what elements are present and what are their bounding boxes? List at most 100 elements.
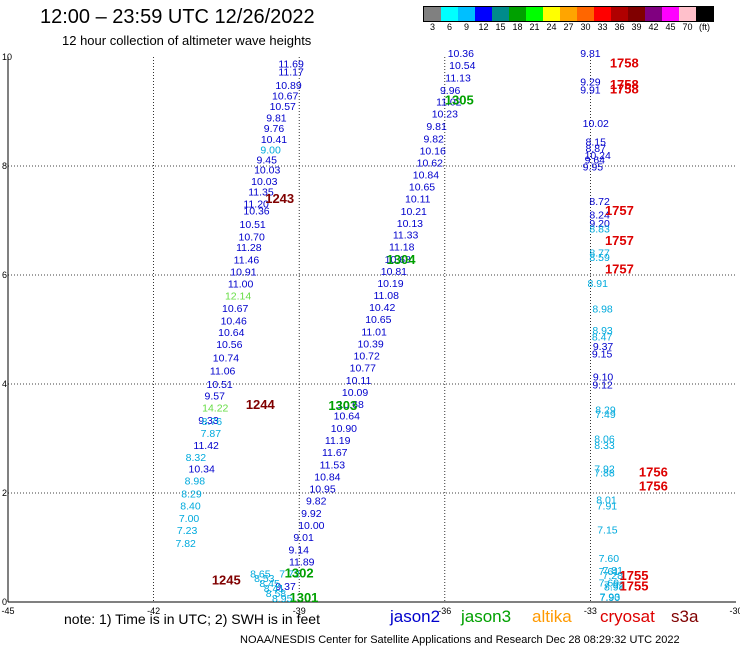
swh-value-label: 9.57: [205, 390, 226, 402]
swh-value-label: 8.41: [264, 583, 285, 595]
swh-value-label: 8.29: [181, 488, 202, 500]
colorbar-label: 24: [546, 22, 557, 32]
colorbar-label: (ft): [699, 22, 710, 32]
pass-time-label: 1304: [387, 252, 417, 267]
pass-time-label: 1756: [639, 465, 668, 480]
swh-value-label: 8.33: [594, 440, 615, 452]
swh-value-label: 10.24: [585, 150, 611, 162]
colorbar-label: 6: [446, 22, 453, 32]
swh-value-label: 7.69: [599, 578, 620, 590]
colorbar-swatch: [628, 7, 645, 21]
swh-value-label: 11.28: [236, 242, 262, 254]
swh-value-label: 10.13: [397, 218, 423, 230]
swh-value-label: 9.00: [260, 144, 281, 156]
colorbar-swatch: [645, 7, 662, 21]
swh-value-label: 8.59: [589, 252, 610, 264]
pass-time-label: 1244: [246, 397, 276, 412]
pass-time-label: 1301: [289, 590, 318, 605]
swh-value-label: 11.69: [278, 58, 304, 70]
colorbar-label: 12: [478, 22, 489, 32]
swh-value-label: 8.65: [250, 568, 271, 580]
pass-time-label: 1303: [328, 398, 357, 413]
swh-value-label: 9.01: [293, 532, 314, 544]
y-tick-label: 4: [2, 379, 7, 389]
colorbar-label: 30: [580, 22, 591, 32]
swh-value-label: 8.45: [259, 578, 280, 590]
swh-value-label: 8.98: [592, 304, 613, 316]
swh-value-label: 8.53: [254, 573, 275, 585]
swh-value-label: 14.22: [202, 402, 228, 414]
swh-value-label: 8.98: [185, 475, 206, 487]
swh-value-label: 7.28: [603, 570, 624, 582]
swh-value-label: 10.74: [213, 353, 239, 365]
swh-value-label: 10.68: [385, 254, 411, 266]
swh-value-label: 7.82: [175, 538, 196, 550]
footer-credit: NOAA/NESDIS Center for Satellite Applica…: [240, 634, 680, 646]
swh-value-label: 11.89: [289, 556, 315, 568]
chart-subtitle: 12 hour collection of altimeter wave hei…: [62, 33, 312, 48]
swh-value-label: 8.01: [596, 494, 617, 506]
swh-value-label: 9.64: [585, 154, 606, 166]
swh-value-label: 8.83: [589, 223, 610, 235]
swh-value-label: 10.39: [357, 338, 383, 350]
swh-value-label: 10.19: [377, 278, 403, 290]
legend-jason3: jason3: [461, 607, 512, 626]
swh-value-label: 7.23: [177, 525, 198, 537]
swh-value-label: 9.37: [593, 341, 614, 353]
swh-value-label: 9.91: [580, 85, 601, 97]
colorbar-label: 42: [648, 22, 659, 32]
pass-time-label: 1245: [212, 573, 241, 588]
y-tick-label: 8: [2, 161, 7, 171]
swh-value-label: 11.19: [325, 435, 351, 447]
swh-value-label: 10.00: [298, 520, 324, 532]
swh-value-label: 7.15: [597, 524, 618, 536]
swh-value-label: 11.17: [278, 67, 304, 79]
swh-value-label: 10.65: [409, 182, 435, 194]
swh-value-label: 9.45: [256, 154, 277, 166]
swh-value-label: 10.64: [218, 327, 244, 339]
pass-time-label: 1757: [605, 233, 634, 248]
swh-value-label: 9.82: [423, 134, 444, 146]
swh-value-label: 10.57: [270, 101, 296, 113]
units-note: note: 1) Time is in UTC; 2) SWH is in fe…: [64, 611, 320, 627]
swh-value-label: 8.06: [594, 433, 615, 445]
colorbar-swatch: [696, 7, 713, 21]
swh-value-label: 8.40: [180, 500, 201, 512]
colorbar-swatch: [679, 7, 696, 21]
colorbar-label: 18: [512, 22, 523, 32]
colorbar-swatch: [611, 7, 628, 21]
y-tick-label: 2: [2, 488, 7, 498]
swh-value-label: 10.51: [240, 219, 266, 231]
colorbar-label: 3: [429, 22, 436, 32]
x-tick-label: -30: [729, 606, 740, 616]
swh-value-label: 9.96: [440, 85, 461, 97]
swh-value-label: 11.00: [228, 279, 254, 291]
colorbar-swatch: [662, 7, 679, 21]
swh-value-label: 8.93: [592, 325, 613, 337]
swh-value-label: 10.11: [346, 375, 372, 387]
swh-value-label: 7.87: [201, 428, 222, 440]
swh-value-label: 10.84: [413, 170, 439, 182]
swh-value-label: 8.47: [592, 331, 613, 343]
swh-value-label: 10.68: [338, 399, 364, 411]
x-tick-label: -45: [1, 606, 14, 616]
swh-value-label: 9.29: [580, 76, 601, 88]
swh-value-label: 10.56: [216, 339, 242, 351]
swh-value-label: 8.58: [266, 588, 287, 600]
colorbar-swatch: [441, 7, 458, 21]
y-tick-label: 6: [2, 270, 7, 280]
swh-value-label: 9.15: [592, 348, 613, 360]
swh-value-label: 9.81: [266, 112, 287, 124]
swh-value-label: 8.76: [202, 416, 223, 428]
swh-value-label: 9.81: [580, 48, 601, 60]
colorbar-swatch: [475, 7, 492, 21]
colorbar-swatch: [594, 7, 611, 21]
swh-value-label: 11.02: [436, 97, 462, 109]
pass-time-label: 1302: [285, 565, 314, 580]
pass-time-label: 1755: [620, 579, 649, 594]
swh-value-label: 8.72: [589, 196, 610, 208]
swh-value-label: 9.81: [426, 121, 447, 133]
pass-time-label: 1757: [605, 203, 634, 218]
swh-value-label: 7.81: [603, 565, 624, 577]
swh-value-label: 11.46: [234, 255, 260, 267]
